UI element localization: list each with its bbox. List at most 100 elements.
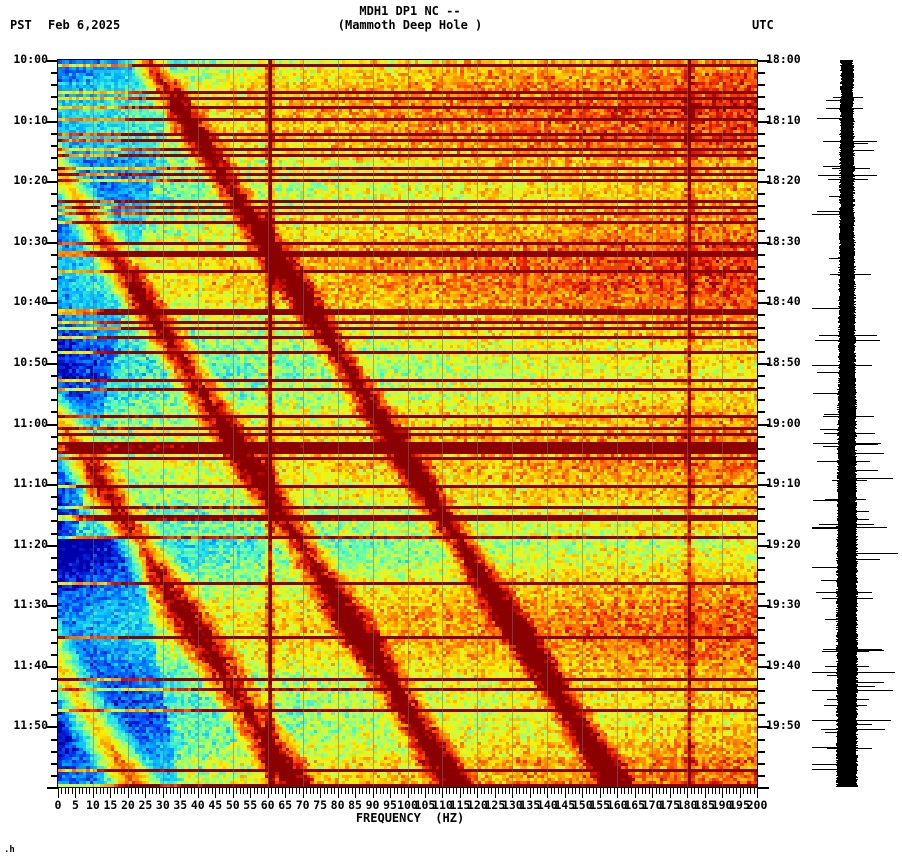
x-tick-minor bbox=[575, 788, 577, 794]
x-tick-minor bbox=[159, 788, 161, 794]
x-tick-major bbox=[198, 788, 200, 798]
y-tick-minor-left bbox=[51, 157, 58, 159]
x-tick-minor bbox=[324, 788, 326, 794]
x-tick-minor bbox=[736, 788, 738, 794]
y-tick-minor-left bbox=[51, 96, 58, 98]
y-tick-major-right bbox=[758, 726, 769, 728]
x-tick-minor bbox=[446, 788, 448, 794]
y-tick-minor-right bbox=[758, 193, 765, 195]
y-tick-major-left bbox=[47, 181, 58, 183]
x-tick-minor bbox=[551, 788, 553, 794]
y-tick-minor-left bbox=[51, 751, 58, 753]
x-tick-minor bbox=[484, 788, 486, 794]
x-axis-frequency-label: 135 bbox=[519, 798, 541, 812]
x-tick-minor bbox=[401, 788, 403, 794]
x-tick-major bbox=[722, 788, 724, 798]
x-tick-minor bbox=[603, 788, 605, 794]
y-axis-left-time-label: 10:40 bbox=[13, 294, 48, 309]
y-tick-minor-left bbox=[51, 351, 58, 353]
x-tick-minor bbox=[750, 788, 752, 794]
y-tick-minor-right bbox=[758, 339, 765, 341]
x-axis-frequency-label: 185 bbox=[694, 798, 715, 812]
x-tick-major bbox=[128, 788, 130, 798]
y-axis-right-time-label: 18:10 bbox=[766, 112, 801, 127]
y-axis-right-time-label: 19:20 bbox=[766, 536, 801, 551]
y-tick-minor-right bbox=[758, 436, 765, 438]
y-tick-minor-right bbox=[758, 218, 765, 220]
x-tick-minor bbox=[135, 788, 137, 794]
y-tick-minor-left bbox=[51, 266, 58, 268]
x-tick-minor bbox=[152, 788, 154, 794]
x-axis-frequency-label: 90 bbox=[365, 798, 380, 812]
x-tick-minor bbox=[421, 788, 423, 794]
x-tick-minor bbox=[310, 788, 312, 794]
x-tick-minor bbox=[131, 788, 133, 794]
x-tick-minor bbox=[537, 788, 539, 794]
corner-artifact-mark: .h bbox=[4, 845, 15, 855]
x-tick-major bbox=[180, 788, 182, 798]
x-tick-minor bbox=[96, 788, 98, 794]
x-tick-minor bbox=[589, 788, 591, 794]
x-tick-major bbox=[268, 788, 270, 798]
x-tick-minor bbox=[701, 788, 703, 794]
x-tick-major bbox=[565, 788, 567, 798]
x-tick-minor bbox=[694, 788, 696, 794]
x-tick-minor bbox=[68, 788, 70, 794]
x-tick-minor bbox=[554, 788, 556, 794]
y-tick-minor-right bbox=[758, 763, 765, 765]
x-tick-minor bbox=[428, 788, 430, 794]
x-tick-minor bbox=[435, 788, 437, 794]
x-axis-frequency-label: 140 bbox=[536, 798, 558, 812]
x-tick-minor bbox=[673, 788, 675, 794]
y-axis-left-time-label: 10:10 bbox=[13, 112, 48, 127]
y-tick-minor-left bbox=[51, 133, 58, 135]
x-tick-major bbox=[617, 788, 619, 798]
x-tick-minor bbox=[383, 788, 385, 794]
y-tick-minor-left bbox=[51, 508, 58, 510]
y-tick-minor-left bbox=[51, 84, 58, 86]
x-tick-minor bbox=[194, 788, 196, 794]
x-tick-minor bbox=[715, 788, 717, 794]
y-tick-minor-left bbox=[51, 411, 58, 413]
y-tick-minor-left bbox=[51, 169, 58, 171]
y-tick-minor-left bbox=[51, 448, 58, 450]
y-tick-minor-right bbox=[758, 314, 765, 316]
x-axis-frequency-label: 45 bbox=[208, 798, 223, 812]
x-tick-minor bbox=[491, 788, 493, 794]
x-axis-frequency-label: 105 bbox=[414, 798, 436, 812]
y-tick-minor-right bbox=[758, 278, 765, 280]
y-tick-minor-left bbox=[51, 678, 58, 680]
y-tick-minor-right bbox=[758, 702, 765, 704]
y-tick-major-left bbox=[47, 666, 58, 668]
x-tick-minor bbox=[348, 788, 350, 794]
y-tick-major-left bbox=[47, 787, 58, 789]
y-tick-major-right bbox=[758, 787, 769, 789]
x-axis-frequency-label: 155 bbox=[589, 798, 611, 812]
y-tick-major-left bbox=[47, 60, 58, 62]
y-tick-minor-left bbox=[51, 775, 58, 777]
y-axis-left-time-label: 11:30 bbox=[13, 597, 48, 612]
x-tick-major bbox=[215, 788, 217, 798]
x-axis-frequency-label: 180 bbox=[676, 798, 698, 812]
y-tick-minor-right bbox=[758, 108, 765, 110]
y-tick-minor-right bbox=[758, 96, 765, 98]
x-tick-minor bbox=[659, 788, 661, 794]
y-tick-minor-right bbox=[758, 351, 765, 353]
x-tick-major bbox=[652, 788, 654, 798]
y-tick-minor-left bbox=[51, 387, 58, 389]
x-axis-frequency-label: 70 bbox=[295, 798, 310, 812]
x-tick-major bbox=[320, 788, 322, 798]
y-tick-minor-right bbox=[758, 411, 765, 413]
y-tick-major-right bbox=[758, 60, 769, 62]
y-tick-major-right bbox=[758, 666, 769, 668]
x-axis-frequency-label: 95 bbox=[383, 798, 397, 812]
y-tick-minor-right bbox=[758, 72, 765, 74]
x-tick-minor bbox=[289, 788, 291, 794]
y-tick-minor-left bbox=[51, 108, 58, 110]
x-tick-minor bbox=[505, 788, 507, 794]
x-tick-major bbox=[670, 788, 672, 798]
y-tick-minor-right bbox=[758, 266, 765, 268]
y-tick-minor-left bbox=[51, 520, 58, 522]
y-axis-left-time-label: 11:00 bbox=[13, 415, 48, 430]
y-tick-minor-left bbox=[51, 642, 58, 644]
